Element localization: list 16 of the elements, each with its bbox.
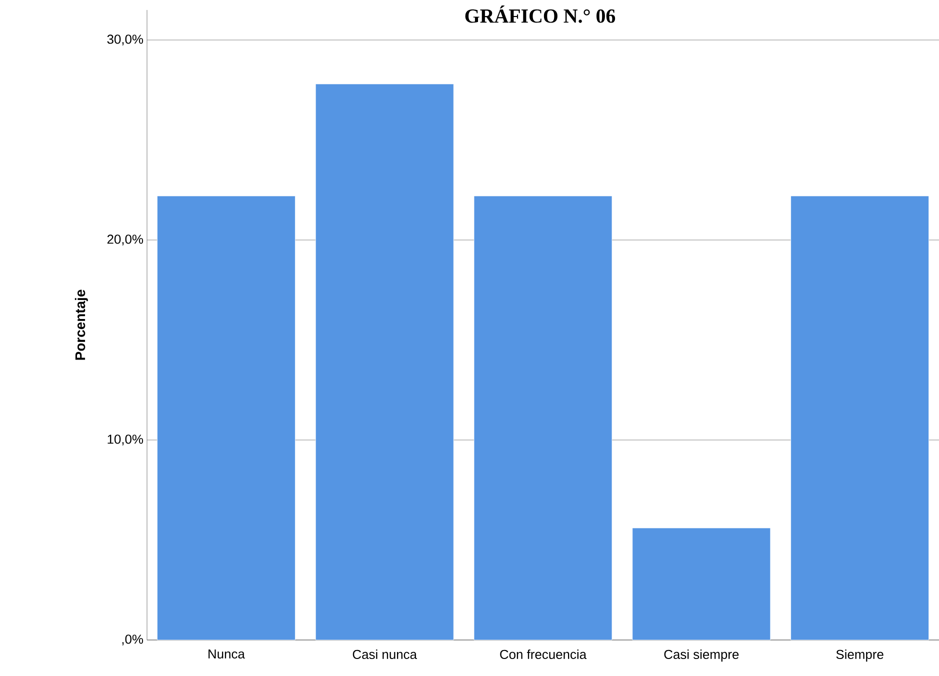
- bar: [474, 196, 612, 640]
- x-tick-label: Casi nunca: [352, 650, 417, 660]
- bar: [315, 84, 454, 640]
- y-tick-label: 20,0%: [107, 234, 144, 246]
- x-tick-label: Casi siempre: [664, 650, 739, 662]
- bar: [157, 196, 296, 640]
- x-tick-label: Nunca: [208, 650, 245, 659]
- bar: [790, 196, 930, 640]
- y-tick-label: 30,0%: [107, 34, 144, 46]
- x-tick-label: Siempre: [836, 650, 884, 662]
- bar: [632, 528, 771, 640]
- y-tick-label: 10,0%: [108, 434, 144, 446]
- y-tick-label: ,0%: [122, 634, 144, 646]
- y-axis-title: Porcentaje: [74, 290, 88, 360]
- chart-title: GRÁFICO N.° 06: [465, 6, 616, 23]
- x-tick-label: Con frecuencia: [500, 650, 587, 660]
